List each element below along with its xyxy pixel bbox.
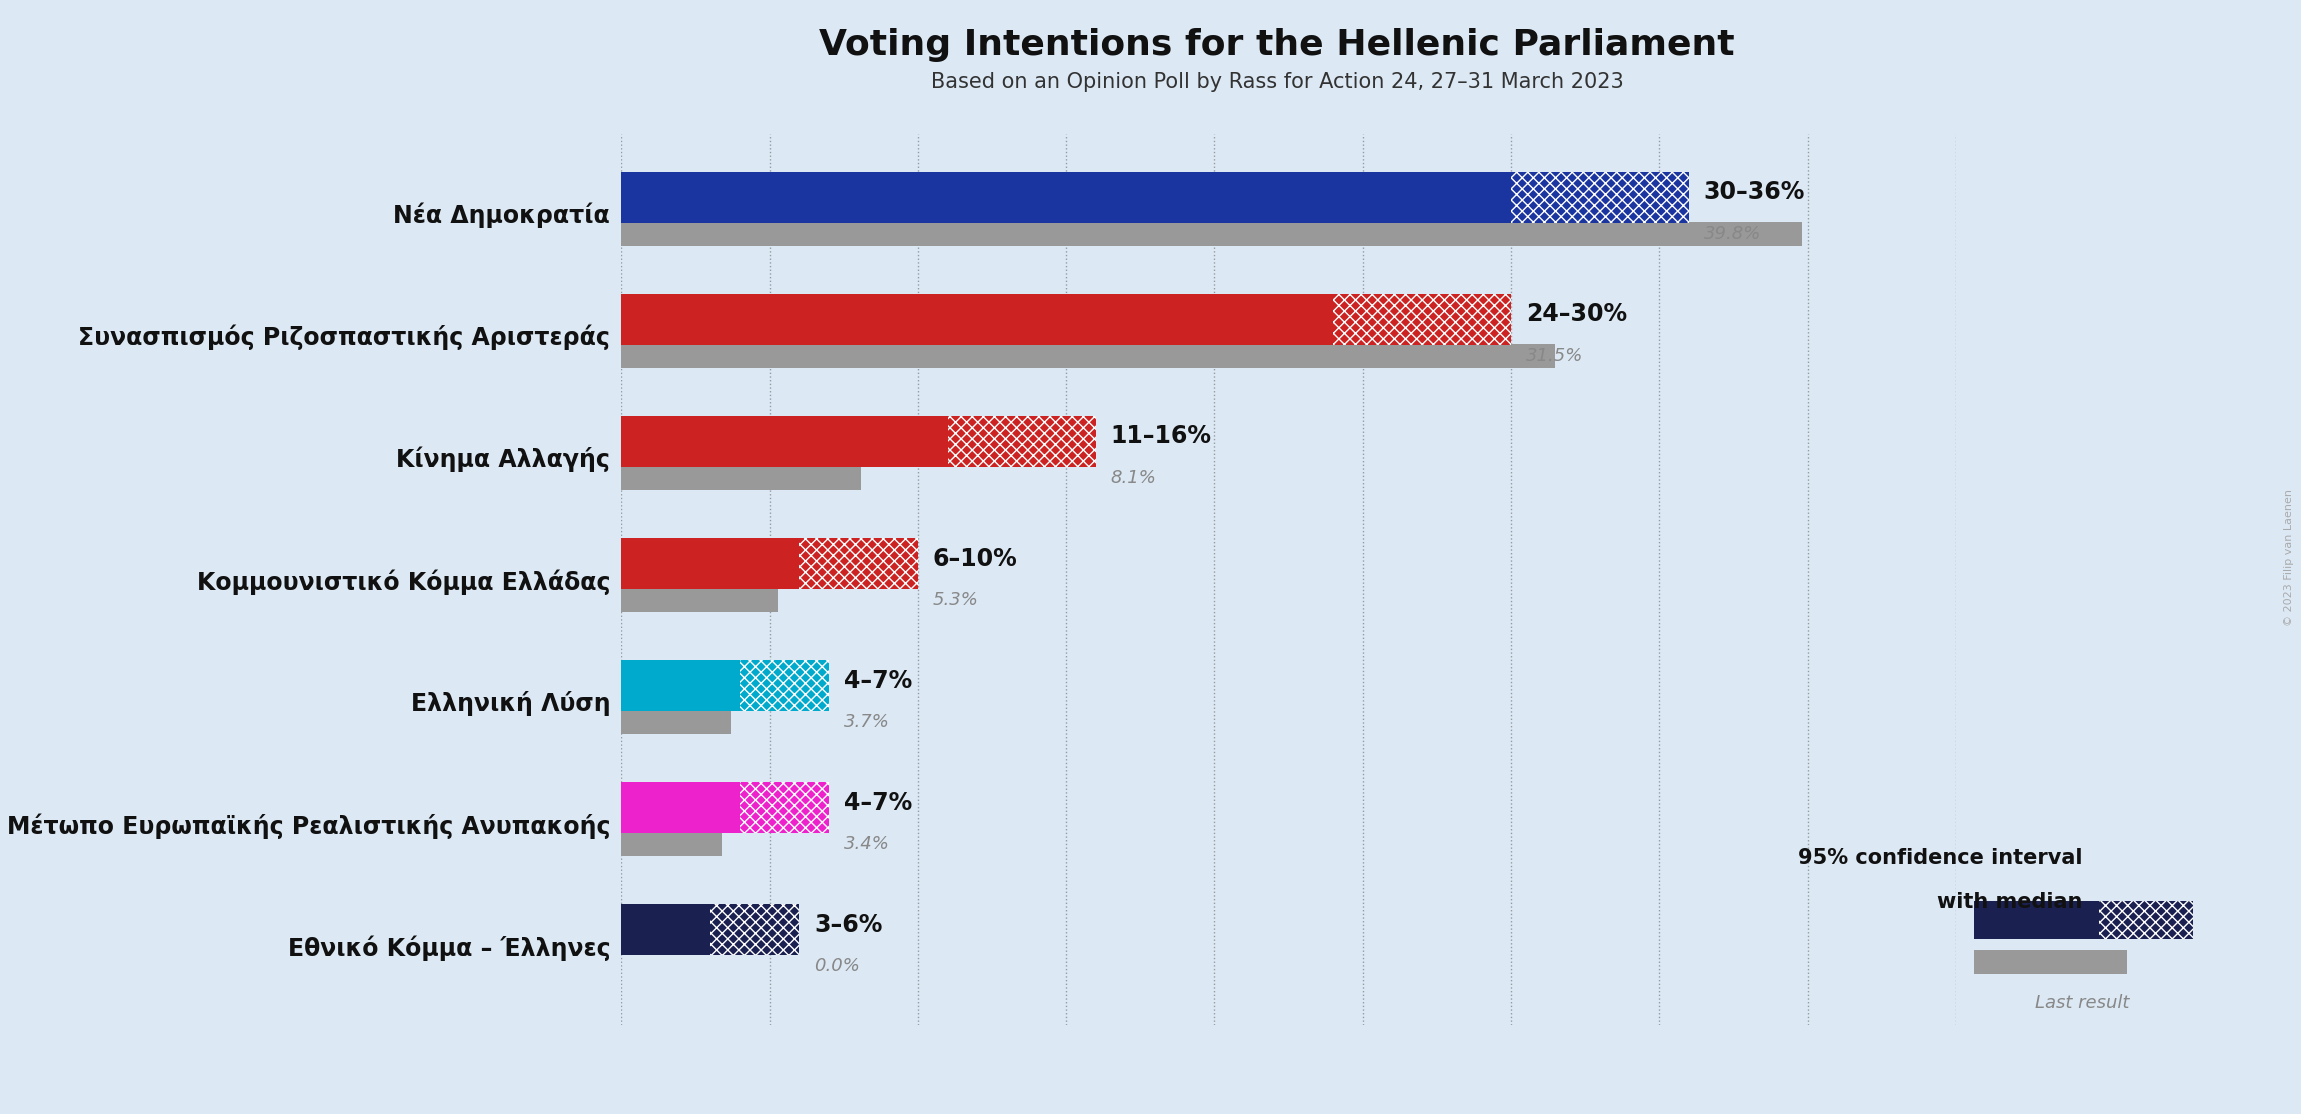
Text: with median: with median <box>1937 892 2082 912</box>
Bar <box>1512 172 1689 223</box>
Text: 30–36%: 30–36% <box>1703 180 1806 204</box>
Bar <box>621 588 778 613</box>
Bar <box>948 416 1095 467</box>
Bar <box>621 343 1555 368</box>
Text: 8.1%: 8.1% <box>1111 469 1157 487</box>
Bar <box>741 782 828 833</box>
Bar <box>621 538 798 589</box>
Bar <box>711 905 798 956</box>
Text: 4–7%: 4–7% <box>844 668 911 693</box>
Text: © 2023 Filip van Laenen: © 2023 Filip van Laenen <box>2285 489 2294 625</box>
Text: 24–30%: 24–30% <box>1526 302 1627 326</box>
Text: 6–10%: 6–10% <box>932 547 1017 570</box>
Text: 3–6%: 3–6% <box>815 912 881 937</box>
Bar <box>798 538 918 589</box>
Bar <box>621 222 1802 246</box>
Text: 39.8%: 39.8% <box>1703 225 1760 243</box>
Text: 0.0%: 0.0% <box>815 957 861 975</box>
Text: 95% confidence interval: 95% confidence interval <box>1797 848 2082 868</box>
Bar <box>621 466 861 490</box>
Bar <box>621 172 1512 223</box>
Bar <box>621 832 723 857</box>
Bar <box>741 659 828 711</box>
Bar <box>2099 901 2193 939</box>
Text: 11–16%: 11–16% <box>1111 424 1213 449</box>
Text: 5.3%: 5.3% <box>932 592 978 609</box>
Bar <box>1974 901 2099 939</box>
Bar <box>621 710 732 734</box>
Bar <box>1332 294 1512 345</box>
Text: 31.5%: 31.5% <box>1526 346 1583 365</box>
Bar <box>621 905 711 956</box>
Text: 3.4%: 3.4% <box>844 836 890 853</box>
Bar <box>1974 950 2128 974</box>
Bar <box>621 294 1332 345</box>
Text: Last result: Last result <box>2034 994 2131 1012</box>
Text: 4–7%: 4–7% <box>844 791 911 814</box>
Text: 3.7%: 3.7% <box>844 713 890 731</box>
Text: Voting Intentions for the Hellenic Parliament: Voting Intentions for the Hellenic Parli… <box>819 28 1735 62</box>
Bar <box>621 659 741 711</box>
Bar <box>621 416 948 467</box>
Text: Based on an Opinion Poll by Rass for Action 24, 27–31 March 2023: Based on an Opinion Poll by Rass for Act… <box>930 72 1625 92</box>
Bar <box>621 782 741 833</box>
